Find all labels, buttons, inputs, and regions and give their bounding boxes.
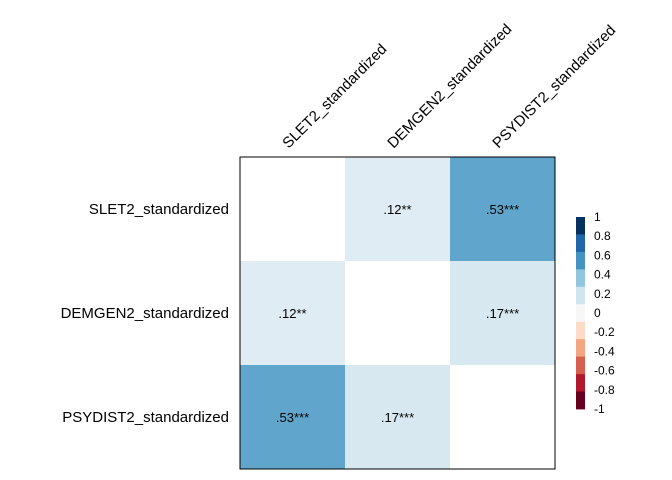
column-label: SLET2_standardized bbox=[279, 41, 390, 152]
colorbar-tick-label: 0.2 bbox=[594, 287, 611, 301]
colorbar-swatch bbox=[576, 374, 585, 392]
colorbar-tick-label: 0.8 bbox=[594, 229, 611, 243]
column-label: PSYDIST2_standardized bbox=[489, 22, 619, 152]
heatmap-cell bbox=[345, 365, 451, 470]
heatmap-cell bbox=[240, 157, 346, 262]
colorbar-tick-label: -0.4 bbox=[594, 344, 615, 358]
colorbar-tick-label: 0 bbox=[594, 306, 601, 320]
colorbar-swatch bbox=[576, 321, 585, 340]
colorbar: 1 0.8 0.6 0.4 0.2 0 -0.2 -0.4 -0.6 -0.8 -1 bbox=[576, 210, 615, 416]
colorbar-swatch bbox=[576, 391, 585, 410]
heatmap-cell bbox=[240, 365, 346, 470]
cell-value-label: .17*** bbox=[486, 306, 519, 321]
colorbar-tick-label: 0.4 bbox=[594, 268, 611, 282]
cell-value-label: .53*** bbox=[276, 410, 309, 425]
colorbar-swatch bbox=[576, 234, 585, 253]
heatmap-cell bbox=[345, 261, 451, 366]
colorbar-swatch bbox=[576, 269, 585, 288]
heatmap-border bbox=[239, 156, 556, 470]
colorbar-swatch bbox=[576, 286, 585, 305]
row-label: PSYDIST2_standardized bbox=[62, 409, 229, 426]
row-label: DEMGEN2_standardized bbox=[61, 305, 229, 322]
colorbar-tick-label: -0.6 bbox=[594, 364, 615, 378]
colorbar-swatch bbox=[576, 304, 585, 323]
cell-value-label: .17*** bbox=[381, 410, 414, 425]
cell-value-label: .12** bbox=[278, 306, 306, 321]
colorbar-swatch bbox=[576, 356, 585, 375]
colorbar-tick-label: -0.8 bbox=[594, 383, 615, 397]
colorbar-tick-label: -0.2 bbox=[594, 325, 615, 339]
cell-value-label: .53*** bbox=[486, 202, 519, 217]
column-labels: SLET2_standardizedDEMGEN2_standardizedPS… bbox=[279, 21, 619, 152]
heatmap-cell bbox=[240, 261, 346, 366]
heatmap-cell bbox=[450, 157, 556, 262]
heatmap-cell-labels: .12** .53*** .12** .17*** .53*** .17*** bbox=[276, 202, 519, 425]
colorbar-tick-label: 1 bbox=[594, 210, 601, 224]
heatmap-cell bbox=[450, 365, 556, 470]
row-labels: SLET2_standardized DEMGEN2_standardized PS… bbox=[61, 201, 229, 426]
colorbar-swatch bbox=[576, 251, 585, 270]
heatmap-cells bbox=[240, 157, 556, 470]
heatmap-cell bbox=[345, 157, 451, 262]
heatmap-cell bbox=[450, 261, 556, 366]
colorbar-tick-label: -1 bbox=[594, 402, 605, 416]
cell-value-label: .12** bbox=[383, 202, 411, 217]
colorbar-swatch bbox=[576, 339, 585, 358]
row-label: SLET2_standardized bbox=[89, 201, 229, 218]
colorbar-tick-label: 0.6 bbox=[594, 248, 611, 262]
colorbar-swatch bbox=[576, 217, 585, 235]
